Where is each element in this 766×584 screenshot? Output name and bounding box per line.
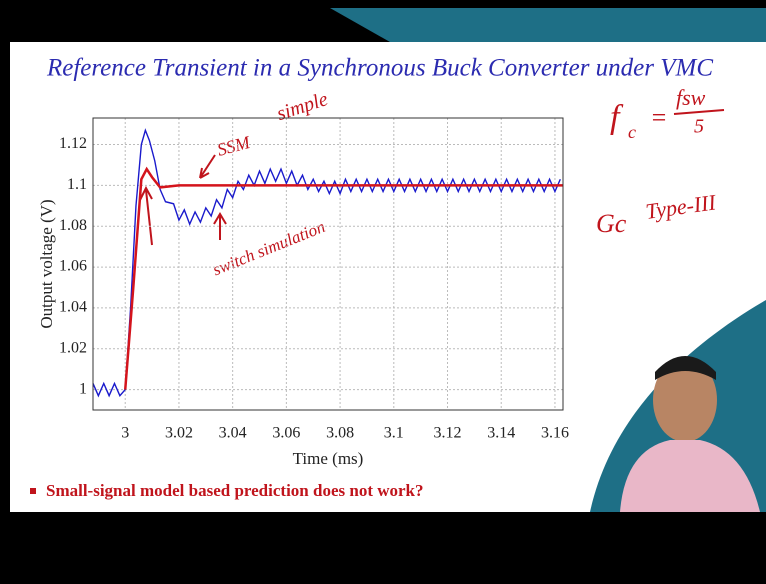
- y-tick-label: 1.08: [59, 217, 87, 234]
- x-tick-label: 3.08: [326, 425, 354, 442]
- x-tick-label: 3.04: [219, 425, 247, 442]
- y-tick-label: 1.12: [59, 135, 87, 152]
- note-c: c: [628, 122, 636, 142]
- note-5: 5: [694, 116, 704, 138]
- note-gc: Gc: [596, 209, 627, 238]
- x-axis-label: Time (ms): [293, 449, 364, 468]
- lecture-frame: Reference Transient in a Synchronous Buc…: [0, 0, 766, 579]
- header-band: [330, 8, 766, 42]
- bullet-text: Small-signal model based prediction does…: [46, 481, 424, 500]
- x-tick-label: 3.1: [384, 425, 404, 442]
- y-tick-label: 1.02: [59, 339, 87, 356]
- x-tick-label: 3: [121, 425, 129, 442]
- bullet-marker: [30, 488, 36, 494]
- bottom-bar: [0, 512, 766, 579]
- y-tick-label: 1.1: [67, 176, 87, 193]
- screen: Reference Transient in a Synchronous Buc…: [0, 0, 766, 579]
- y-tick-label: 1: [79, 380, 87, 397]
- slide-title: Reference Transient in a Synchronous Buc…: [46, 55, 713, 82]
- y-axis-label: Output voltage (V): [37, 199, 56, 328]
- x-tick-label: 3.02: [165, 425, 193, 442]
- y-tick-label: 1.06: [59, 258, 87, 275]
- x-tick-label: 3.16: [541, 425, 569, 442]
- note-fsw: fsw: [676, 85, 706, 110]
- x-tick-label: 3.12: [434, 425, 462, 442]
- x-tick-label: 3.14: [487, 425, 515, 442]
- note-eq: =: [650, 103, 668, 132]
- x-tick-label: 3.06: [272, 425, 300, 442]
- y-tick-label: 1.04: [59, 299, 87, 316]
